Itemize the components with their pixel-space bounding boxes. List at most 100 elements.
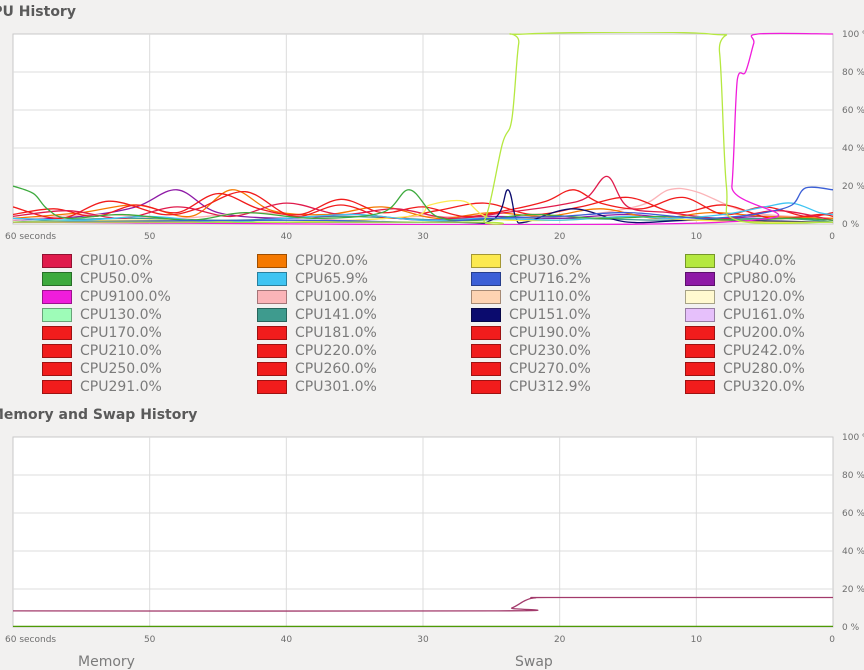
mem-x-tick-label: 60 seconds	[5, 635, 56, 645]
legend-item-cpu30[interactable]: CPU30 1.0%	[257, 378, 377, 396]
legend-cpu-name: CPU9	[80, 289, 118, 305]
legend-item-cpu19[interactable]: CPU19 0.0%	[471, 324, 591, 342]
legend-item-cpu22[interactable]: CPU22 0.0%	[257, 342, 377, 360]
legend-item-cpu32[interactable]: CPU32 0.0%	[685, 378, 805, 396]
legend-item-cpu4[interactable]: CPU4 0.0%	[685, 252, 796, 270]
color-swatch[interactable]	[42, 290, 72, 304]
legend-item-cpu16[interactable]: CPU16 1.0%	[685, 306, 805, 324]
color-swatch[interactable]	[471, 308, 501, 322]
color-swatch[interactable]	[257, 290, 287, 304]
legend-cpu-value: 0.0%	[769, 361, 805, 377]
legend-cpu-name: CPU7	[509, 271, 547, 287]
legend-item-cpu17[interactable]: CPU17 0.0%	[42, 324, 162, 342]
color-swatch[interactable]	[471, 290, 501, 304]
legend-cpu-value: 0.0%	[117, 271, 153, 287]
legend-item-cpu13[interactable]: CPU13 0.0%	[42, 306, 162, 324]
legend-item-cpu21[interactable]: CPU21 0.0%	[42, 342, 162, 360]
legend-item-cpu12[interactable]: CPU12 0.0%	[685, 288, 805, 306]
legend-cpu-value: 1.0%	[126, 379, 162, 395]
cpu-y-tick-label: 100 %	[842, 30, 864, 40]
color-swatch[interactable]	[471, 380, 501, 394]
color-swatch[interactable]	[471, 272, 501, 286]
color-swatch[interactable]	[42, 308, 72, 322]
color-swatch[interactable]	[471, 254, 501, 268]
color-swatch[interactable]	[42, 362, 72, 376]
legend-item-cpu31[interactable]: CPU31 2.9%	[471, 378, 591, 396]
color-swatch[interactable]	[42, 254, 72, 268]
legend-item-cpu2[interactable]: CPU2 0.0%	[257, 252, 368, 270]
mem-x-tick-label: 20	[554, 635, 566, 645]
legend-cpu-value: 0.0%	[341, 361, 377, 377]
color-swatch[interactable]	[685, 308, 715, 322]
legend-cpu-name: CPU22	[295, 343, 342, 359]
color-swatch[interactable]	[42, 326, 72, 340]
cpu-y-tick-label: 80 %	[842, 68, 864, 78]
legend-item-cpu26[interactable]: CPU26 0.0%	[257, 360, 377, 378]
cpu-y-tick-label: 40 %	[842, 144, 864, 154]
legend-item-cpu20[interactable]: CPU20 0.0%	[685, 324, 805, 342]
legend-item-cpu10[interactable]: CPU10 0.0%	[257, 288, 377, 306]
mem-x-tick-label: 10	[691, 635, 703, 645]
color-swatch[interactable]	[685, 380, 715, 394]
legend-cpu-value: 0.0%	[769, 289, 805, 305]
cpu-history-graph: 60 seconds 50 40 30 20 10 0 0 % 20 % 40 % 60 % 80 %…	[5, 30, 864, 242]
mem-x-tick-label: 40	[281, 635, 293, 645]
color-swatch[interactable]	[685, 254, 715, 268]
legend-item-cpu29[interactable]: CPU29 1.0%	[42, 378, 162, 396]
memory-swap-history-title: Memory and Swap History	[0, 407, 198, 423]
legend-item-cpu3[interactable]: CPU3 0.0%	[471, 252, 582, 270]
mem-x-tick-label: 50	[144, 635, 156, 645]
legend-cpu-value: 0.0%	[555, 325, 591, 341]
color-swatch[interactable]	[471, 362, 501, 376]
color-swatch[interactable]	[257, 272, 287, 286]
color-swatch[interactable]	[42, 272, 72, 286]
color-swatch[interactable]	[257, 344, 287, 358]
color-swatch[interactable]	[685, 326, 715, 340]
legend-item-cpu23[interactable]: CPU23 0.0%	[471, 342, 591, 360]
legend-cpu-name: CPU26	[295, 361, 342, 377]
color-swatch[interactable]	[42, 344, 72, 358]
memory-swap-history-graph: 60 seconds 50 40 30 20 10 0 0 % 20 % 40 % 60 % 80 %…	[5, 433, 864, 645]
legend-cpu-value: 0.0%	[117, 253, 153, 269]
legend-cpu-name: CPU1	[80, 253, 118, 269]
legend-item-cpu7[interactable]: CPU7 16.2%	[471, 270, 591, 288]
legend-cpu-value: 2.9%	[555, 379, 591, 395]
legend-item-cpu1[interactable]: CPU1 0.0%	[42, 252, 153, 270]
legend-cpu-value: 0.0%	[769, 325, 805, 341]
legend-item-cpu18[interactable]: CPU18 1.0%	[257, 324, 377, 342]
legend-cpu-value: 0.0%	[341, 289, 377, 305]
legend-item-cpu6[interactable]: CPU6 5.9%	[257, 270, 368, 288]
color-swatch[interactable]	[685, 272, 715, 286]
color-swatch[interactable]	[471, 344, 501, 358]
legend-cpu-value: 0.0%	[546, 253, 582, 269]
color-swatch[interactable]	[471, 326, 501, 340]
legend-cpu-name: CPU11	[509, 289, 556, 305]
color-swatch[interactable]	[257, 308, 287, 322]
color-swatch[interactable]	[42, 380, 72, 394]
legend-item-cpu14[interactable]: CPU14 1.0%	[257, 306, 377, 324]
color-swatch[interactable]	[257, 254, 287, 268]
legend-item-cpu28[interactable]: CPU28 0.0%	[685, 360, 805, 378]
legend-item-cpu15[interactable]: CPU15 1.0%	[471, 306, 591, 324]
legend-item-cpu24[interactable]: CPU24 2.0%	[685, 342, 805, 360]
color-swatch[interactable]	[257, 362, 287, 376]
cpu-x-tick-label: 40	[281, 232, 293, 242]
color-swatch[interactable]	[685, 344, 715, 358]
legend-cpu-value: 1.0%	[341, 325, 377, 341]
legend-cpu-value: 100.0%	[117, 289, 171, 305]
legend-item-cpu8[interactable]: CPU8 0.0%	[685, 270, 796, 288]
color-swatch[interactable]	[257, 380, 287, 394]
mem-y-tick-label: 20 %	[842, 585, 864, 595]
legend-cpu-name: CPU12	[723, 289, 770, 305]
cpu-x-tick-label: 60 seconds	[5, 232, 56, 242]
legend-item-cpu9[interactable]: CPU9 100.0%	[42, 288, 171, 306]
legend-item-cpu25[interactable]: CPU25 0.0%	[42, 360, 162, 378]
color-swatch[interactable]	[257, 326, 287, 340]
legend-cpu-value: 0.0%	[341, 343, 377, 359]
color-swatch[interactable]	[685, 290, 715, 304]
color-swatch[interactable]	[685, 362, 715, 376]
legend-item-cpu5[interactable]: CPU5 0.0%	[42, 270, 153, 288]
legend-item-cpu27[interactable]: CPU27 0.0%	[471, 360, 591, 378]
legend-item-cpu11[interactable]: CPU11 0.0%	[471, 288, 591, 306]
mem-y-tick-label: 60 %	[842, 509, 864, 519]
